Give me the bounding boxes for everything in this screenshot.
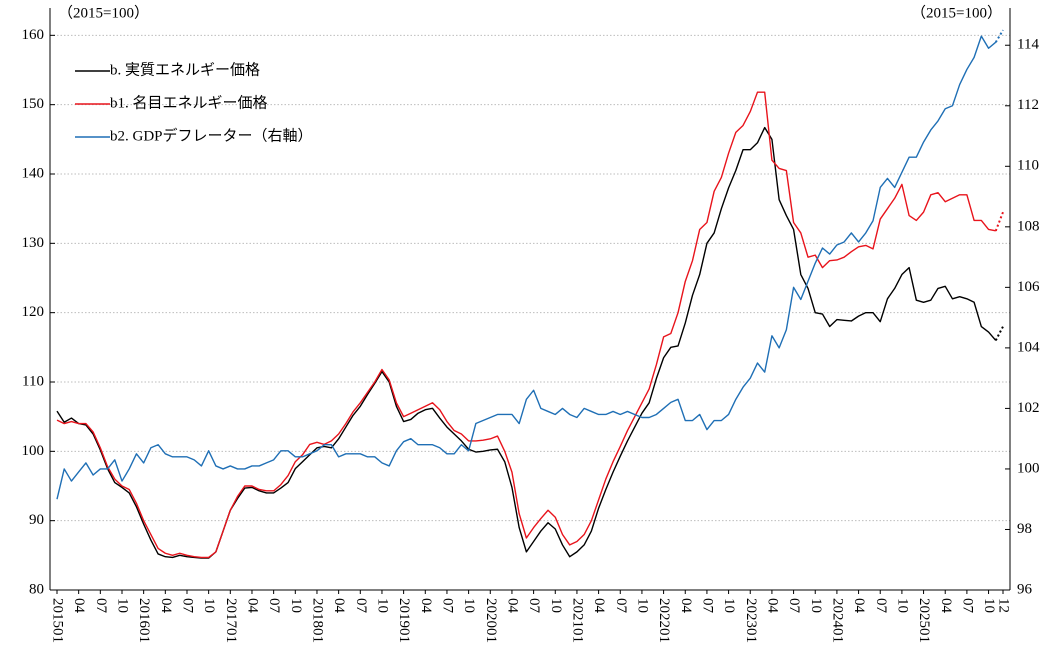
x-tick-label: 10 bbox=[375, 598, 391, 613]
series-line bbox=[56, 35, 997, 500]
x-tick-label: 202401 bbox=[829, 598, 845, 643]
series-line-dotted bbox=[994, 29, 1004, 43]
y-tick-label: 120 bbox=[22, 304, 45, 320]
x-tick-label: 10 bbox=[894, 598, 910, 613]
x-tick-label: 10 bbox=[634, 598, 650, 613]
series-line-dotted bbox=[994, 326, 1004, 341]
y2-tick-label: 114 bbox=[1017, 37, 1039, 53]
x-tick-label: 202001 bbox=[483, 598, 499, 643]
x-tick-label: 04 bbox=[591, 598, 607, 614]
y2-tick-label: 96 bbox=[1017, 581, 1033, 597]
y-tick-label: 110 bbox=[22, 373, 44, 389]
y-tick-label: 150 bbox=[22, 96, 45, 112]
x-tick-label: 201501 bbox=[50, 598, 66, 643]
legend-label: b1. 名目エネルギー価格 bbox=[110, 94, 268, 111]
series-line bbox=[56, 91, 996, 559]
x-tick-label: 10 bbox=[548, 598, 564, 613]
series-line bbox=[56, 126, 997, 559]
x-tick-label: 07 bbox=[959, 598, 975, 614]
x-tick-label: 04 bbox=[71, 598, 87, 614]
y-tick-label: 80 bbox=[29, 581, 44, 597]
x-tick-label: 07 bbox=[613, 598, 629, 614]
x-tick-label: 202501 bbox=[916, 598, 932, 643]
x-tick-label: 07 bbox=[873, 598, 889, 614]
x-tick-label: 10 bbox=[981, 598, 997, 613]
x-tick-label: 202201 bbox=[656, 598, 672, 643]
x-tick-label: 07 bbox=[440, 598, 456, 614]
x-tick-label: 201701 bbox=[223, 598, 239, 643]
x-tick-label: 04 bbox=[505, 598, 521, 614]
y2-tick-label: 100 bbox=[1017, 460, 1040, 476]
x-tick-label: 10 bbox=[808, 598, 824, 613]
x-tick-label: 04 bbox=[245, 598, 261, 614]
x-tick-label: 201801 bbox=[310, 598, 326, 643]
x-tick-label: 04 bbox=[938, 598, 954, 614]
y2-tick-label: 106 bbox=[1017, 279, 1040, 295]
y2-tick-label: 110 bbox=[1017, 158, 1039, 174]
y-tick-label: 90 bbox=[29, 512, 44, 528]
x-tick-label: 10 bbox=[721, 598, 737, 613]
y-tick-label: 140 bbox=[22, 165, 45, 181]
x-tick-label: 07 bbox=[266, 598, 282, 614]
y2-unit-label: （2015=100） bbox=[911, 4, 1002, 21]
y-tick-label: 130 bbox=[22, 235, 45, 251]
x-tick-label: 10 bbox=[201, 598, 217, 613]
x-tick-label: 10 bbox=[461, 598, 477, 613]
x-tick-label: 201601 bbox=[136, 598, 152, 643]
y-tick-label: 100 bbox=[22, 443, 45, 459]
x-tick-label: 04 bbox=[418, 598, 434, 614]
x-tick-label: 07 bbox=[93, 598, 109, 614]
x-tick-label: 07 bbox=[699, 598, 715, 614]
x-tick-label: 04 bbox=[158, 598, 174, 614]
x-tick-label: 201901 bbox=[396, 598, 412, 643]
x-tick-label: 04 bbox=[764, 598, 780, 614]
y2-tick-label: 104 bbox=[1017, 339, 1040, 355]
x-tick-label: 202101 bbox=[570, 598, 586, 643]
y-unit-label: （2015=100） bbox=[58, 4, 149, 21]
x-tick-label: 07 bbox=[526, 598, 542, 614]
legend-label: b2. GDPデフレーター（右軸） bbox=[110, 126, 313, 144]
y2-tick-label: 108 bbox=[1017, 218, 1040, 234]
x-tick-label: 202301 bbox=[743, 598, 759, 643]
x-tick-label: 07 bbox=[786, 598, 802, 614]
x-tick-label: 10 bbox=[115, 598, 131, 613]
y2-tick-label: 98 bbox=[1017, 521, 1032, 537]
x-tick-label: 07 bbox=[353, 598, 369, 614]
x-tick-label: 04 bbox=[331, 598, 347, 614]
x-tick-label: 04 bbox=[851, 598, 867, 614]
x-tick-label: 12 bbox=[996, 598, 1012, 613]
x-tick-label: 07 bbox=[180, 598, 196, 614]
y2-tick-label: 112 bbox=[1017, 97, 1039, 113]
series-line-dotted bbox=[994, 211, 1004, 232]
y-tick-label: 160 bbox=[22, 27, 45, 43]
x-tick-label: 04 bbox=[678, 598, 694, 614]
x-tick-label: 10 bbox=[288, 598, 304, 613]
y2-tick-label: 102 bbox=[1017, 400, 1040, 416]
legend-label: b. 実質エネルギー価格 bbox=[110, 60, 260, 78]
